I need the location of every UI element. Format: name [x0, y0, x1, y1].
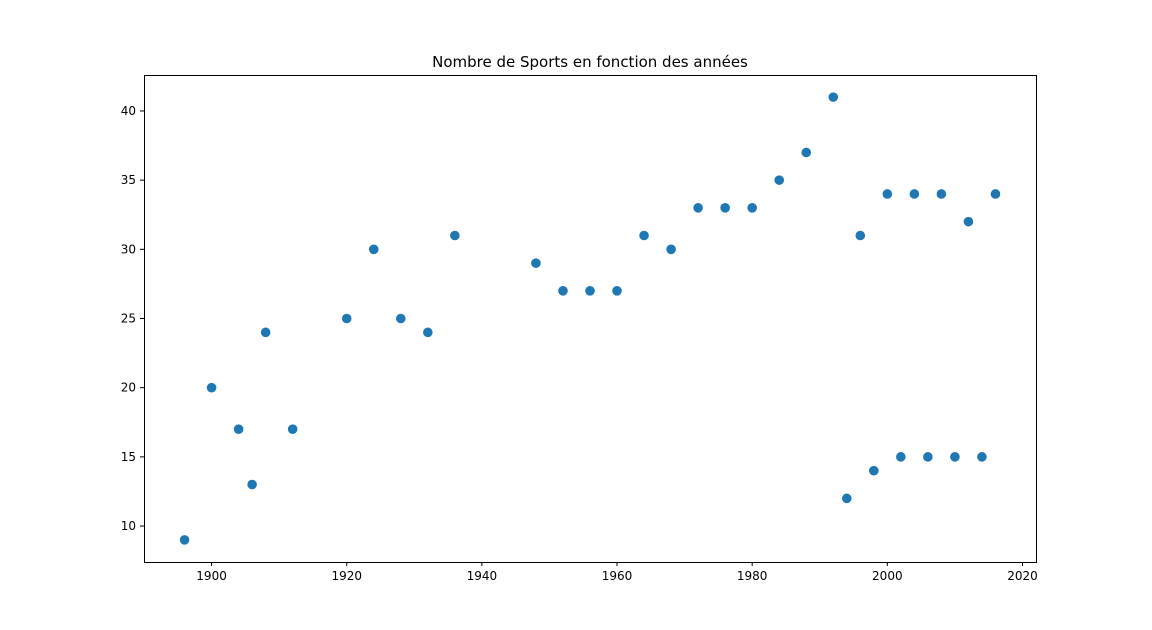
y-tick-label: 25 [121, 312, 136, 326]
data-point [450, 230, 460, 241]
data-point [774, 175, 785, 185]
y-tick-label: 35 [121, 173, 136, 187]
y-tick-label: 10 [121, 519, 136, 533]
data-point [801, 147, 812, 158]
y-tick-label: 40 [121, 104, 136, 118]
x-tick-label: 1940 [467, 569, 498, 583]
data-point [977, 452, 987, 462]
x-tick-label: 1980 [737, 569, 768, 583]
data-point [923, 452, 933, 462]
chart-title: Nombre de Sports en fonction des années [432, 53, 748, 71]
data-point [747, 203, 757, 213]
data-point [341, 313, 352, 324]
data-point [990, 189, 1001, 199]
data-point [963, 216, 974, 227]
x-tick-label: 2000 [872, 569, 903, 583]
y-axis: 10 15 20 25 30 35 40 [121, 104, 144, 533]
x-tick-label: 2020 [1007, 569, 1038, 583]
data-point [206, 382, 217, 393]
data-point [828, 92, 839, 102]
x-tick-label: 1900 [196, 569, 227, 583]
data-point [233, 424, 244, 434]
data-point [287, 424, 298, 434]
data-point [693, 203, 703, 213]
data-point [247, 479, 257, 490]
data-point [720, 203, 730, 213]
x-tick-label: 1920 [331, 569, 362, 583]
x-axis: 1900 1920 1940 1960 1980 2000 2020 [196, 562, 1038, 583]
data-point [869, 465, 879, 476]
data-point [909, 189, 920, 199]
data-point [855, 230, 866, 241]
data-point [260, 327, 271, 338]
data-point [585, 286, 595, 296]
data-point [395, 313, 406, 324]
data-point [423, 327, 433, 338]
y-tick-label: 15 [121, 450, 136, 464]
y-tick-label: 30 [121, 242, 136, 256]
data-point [612, 286, 622, 296]
plot-frame [144, 75, 1037, 563]
data-point [896, 452, 906, 462]
y-tick-label: 20 [121, 381, 136, 395]
data-point [531, 258, 541, 268]
x-tick-label: 1960 [602, 569, 633, 583]
data-point [558, 286, 568, 296]
data-point [882, 189, 893, 199]
data-points [179, 92, 1001, 545]
data-point [368, 244, 379, 255]
data-point [639, 230, 649, 241]
data-point [950, 452, 960, 462]
data-point [936, 189, 947, 199]
data-point [841, 493, 852, 504]
data-point [179, 535, 190, 545]
data-point [666, 244, 676, 255]
